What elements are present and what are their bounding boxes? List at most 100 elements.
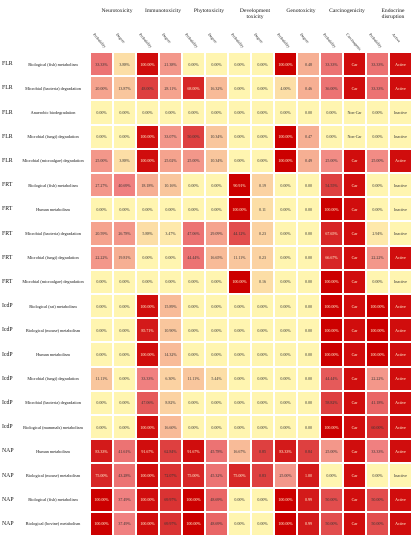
heatmap-cell: 50.00% xyxy=(366,487,389,512)
heatmap-cell: Active xyxy=(389,366,412,391)
heatmap-cell: 47.06% xyxy=(136,390,159,415)
row-group-label: IcdP xyxy=(2,399,13,406)
heatmap-cell: 19.81% xyxy=(113,245,136,270)
heatmap-cell: 0.00% xyxy=(274,318,297,343)
row-group-label: FLR xyxy=(2,157,13,164)
heatmap-cell: 0.11 xyxy=(251,197,274,222)
heatmap-cell: 37.49% xyxy=(113,487,136,512)
heatmap-cell: 0.00% xyxy=(228,487,251,512)
row-group-label: IcdP xyxy=(2,375,13,382)
heatmap-cell: 0.00% xyxy=(90,415,113,440)
heatmap-cell: 0.00% xyxy=(251,148,274,173)
heatmap-cell: 11.11% xyxy=(182,366,205,391)
row-group-label: IcdP xyxy=(2,424,13,431)
heatmap-cell: 100.00% xyxy=(366,318,389,343)
heatmap-cell: 0.00% xyxy=(205,173,228,198)
row-group-label: IcdP xyxy=(2,351,13,358)
heatmap-cell: 0.00% xyxy=(136,100,159,125)
endpoint-group-label: Carcinogenicity xyxy=(329,8,365,14)
heatmap-cell: 0.00 xyxy=(297,294,320,319)
heatmap-cell: 5.44% xyxy=(205,366,228,391)
heatmap-cell: 20.59% xyxy=(90,221,113,246)
heatmap-cell: 0.00% xyxy=(182,318,205,343)
heatmap-cell: 0.00% xyxy=(228,342,251,367)
heatmap-cell: 54.55% xyxy=(320,173,343,198)
row-pathway-label: Microbial (bacteria) degradation xyxy=(25,85,81,91)
heatmap-cell: 0.00% xyxy=(251,390,274,415)
heatmap-cell: 13.87% xyxy=(113,76,136,101)
heatmap-cell: 0.00% xyxy=(205,342,228,367)
heatmap-cell: Non-Car xyxy=(343,124,366,149)
heatmap-cell: 0.00% xyxy=(228,52,251,77)
heatmap-cell: 0.00% xyxy=(182,173,205,198)
heatmap-cell: 100.00% xyxy=(228,269,251,294)
heatmap-cell: 0.00% xyxy=(182,100,205,125)
heatmap-cell: 0.00 xyxy=(297,415,320,440)
heatmap-cell: 0.48 xyxy=(297,52,320,77)
heatmap-cell: 0.00% xyxy=(113,197,136,222)
heatmap-cell: 90.91% xyxy=(228,173,251,198)
heatmap-cell: 100.00% xyxy=(320,318,343,343)
heatmap-cell: 0.00% xyxy=(320,463,343,488)
heatmap-cell: 0.00% xyxy=(90,342,113,367)
heatmap-cell: 50.00% xyxy=(182,124,205,149)
heatmap-cell: 100.00% xyxy=(366,294,389,319)
heatmap-cell: 45.32% xyxy=(205,463,228,488)
heatmap-cell: Inactive xyxy=(389,197,412,222)
heatmap-cell: Active xyxy=(389,439,412,464)
heatmap-cell: 0.00% xyxy=(274,415,297,440)
heatmap-cell: 0.99 xyxy=(297,511,320,536)
metric-label: Degree xyxy=(299,32,311,45)
heatmap-cell: 16.65% xyxy=(205,245,228,270)
row-group-label: NAP xyxy=(2,520,14,527)
heatmap-cell: 40.69% xyxy=(113,173,136,198)
row-pathway-label: Biological (mouse) metabolism xyxy=(25,472,81,478)
heatmap-cell: 100.00% xyxy=(366,342,389,367)
row-pathway-label: Human metabolism xyxy=(36,448,70,454)
heatmap-cell: 0.00% xyxy=(228,294,251,319)
row-pathway-label: Microbial (bacteria) degradation xyxy=(25,230,81,236)
row-pathway-label: Microbial (fungi) degradation xyxy=(27,255,79,261)
heatmap-cell: 0.23 xyxy=(251,221,274,246)
heatmap-cell: 100.00% xyxy=(136,124,159,149)
heatmap-cell: 100.00% xyxy=(274,52,297,77)
endpoint-group-label: Genotoxicity xyxy=(286,8,316,14)
heatmap-cell: 0.00% xyxy=(251,487,274,512)
heatmap-cell: 0.00% xyxy=(113,390,136,415)
heatmap-cell: 100.00% xyxy=(320,294,343,319)
heatmap-cell: 0.00% xyxy=(205,197,228,222)
heatmap-cell: 22.22% xyxy=(366,366,389,391)
heatmap-cell: Active xyxy=(389,415,412,440)
heatmap-cell: 0.00% xyxy=(274,173,297,198)
heatmap-cell: 0.00% xyxy=(205,294,228,319)
heatmap-cell: 48.00% xyxy=(136,76,159,101)
heatmap-cell: 72.07% xyxy=(159,463,182,488)
heatmap-cell: 100.00% xyxy=(274,511,297,536)
heatmap-cell: 10.34% xyxy=(205,124,228,149)
heatmap-cell: 100.00% xyxy=(274,148,297,173)
heatmap-cell: 75.00% xyxy=(90,463,113,488)
heatmap-cell: 0.00% xyxy=(228,390,251,415)
heatmap-cell: 0.00% xyxy=(90,318,113,343)
heatmap-cell: 2.94% xyxy=(366,221,389,246)
heatmap-cell: 44.44% xyxy=(320,366,343,391)
heatmap-cell: Car xyxy=(343,366,366,391)
row-group-label: FLR xyxy=(2,109,13,116)
heatmap-cell: 4.00% xyxy=(274,76,297,101)
heatmap-cell: 100.00% xyxy=(228,197,251,222)
heatmap-cell: 16.32% xyxy=(205,76,228,101)
heatmap-cell: Car xyxy=(343,439,366,464)
endpoint-group-label: Endocrine disruption xyxy=(381,8,405,20)
heatmap-cell: 0.00% xyxy=(366,463,389,488)
heatmap-cell: Active xyxy=(389,52,412,77)
heatmap-cell: 25.00% xyxy=(274,463,297,488)
heatmap-cell: Car xyxy=(343,197,366,222)
heatmap-cell: 0.00% xyxy=(274,269,297,294)
heatmap-cell: 3.47% xyxy=(159,221,182,246)
heatmap-cell: 100.00% xyxy=(136,415,159,440)
heatmap-cell: 58.82% xyxy=(320,390,343,415)
heatmap-cell: 100.00% xyxy=(136,463,159,488)
row-pathway-label: Anaerobic biodegradation xyxy=(30,109,76,115)
heatmap-cell: 75.00% xyxy=(182,463,205,488)
heatmap-cell: 0.00% xyxy=(90,269,113,294)
